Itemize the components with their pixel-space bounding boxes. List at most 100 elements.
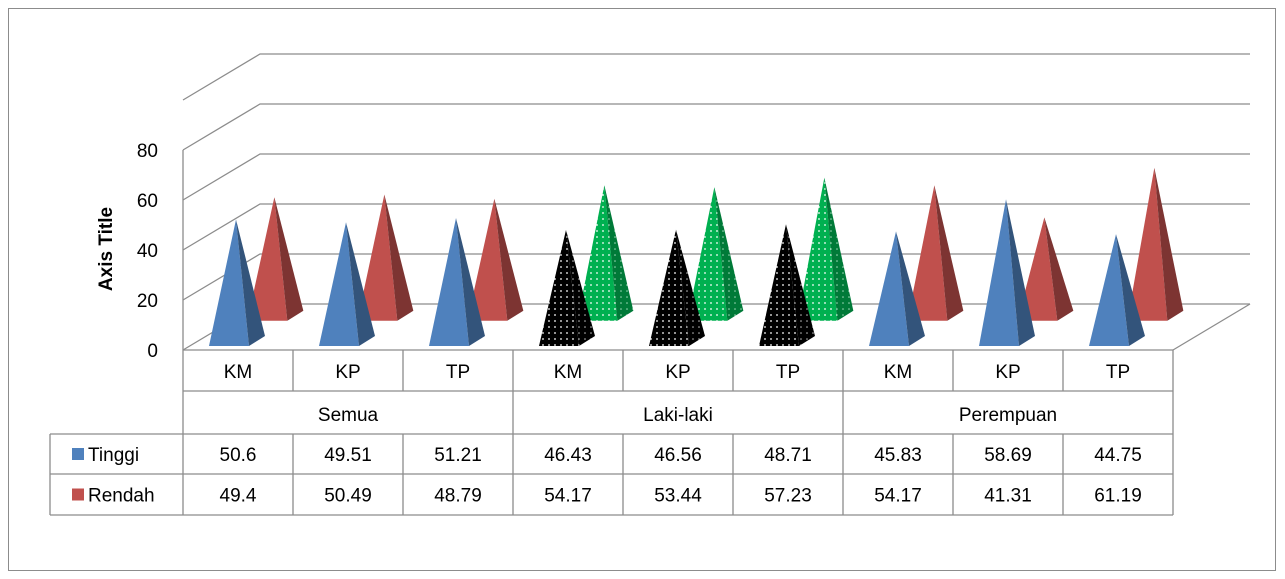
data-label: 46.56 [654,445,702,466]
pyramid-side-face [1116,234,1145,346]
group-label: Perempuan [959,405,1057,426]
floor-right-edge [1172,303,1251,351]
legend-key-rendah [72,488,84,501]
bar-rendah-3 [577,185,634,321]
pyramid-side-face [714,187,744,321]
data-label: 50.49 [324,486,372,507]
pyramid-side-face [236,219,265,346]
pyramid-side-face [824,177,854,321]
pyramid-front-face [319,222,359,346]
data-table: KM KP TP Semua KM KP TP Laki-laki KM KP TP Perempua… [49,350,1174,516]
data-label: 48.71 [764,445,812,466]
category-label: KM [554,362,583,383]
gridline [182,203,1250,251]
category-label: TP [1106,362,1130,383]
pyramid-side-face [346,222,375,346]
pyramid-front-face [1017,217,1058,321]
pyramid-side-face [566,229,595,346]
data-label: 54.17 [874,486,922,507]
gridline [182,53,1250,101]
bar-tinggi-4 [649,229,705,346]
bar-rendah-4 [687,187,744,321]
gridline [182,153,1250,201]
y-tick-label: 60 [137,191,158,212]
pyramid-side-face [274,197,304,321]
pyramid-front-face [467,198,508,321]
bar-rendah-7 [1017,217,1074,321]
data-label: 44.75 [1094,445,1142,466]
pyramid-front-face [649,229,689,346]
data-label: 54.17 [544,486,592,507]
pyramid-front-face [687,187,728,321]
legend-key-tinggi [72,448,84,460]
pyramid-front-face [357,194,398,321]
group-label: Laki-laki [643,405,713,426]
pyramid-side-face [1044,217,1074,321]
y-tick-label: 20 [137,291,158,312]
data-label: 46.43 [544,445,592,466]
category-label: KM [224,362,253,383]
bar-tinggi-6 [869,231,925,346]
pyramid-front-face [869,231,909,346]
pyramid-side-face [494,198,524,321]
pyramid-side-face [1006,199,1035,346]
data-label: 49.4 [220,486,257,507]
pyramid-front-face [797,177,838,321]
data-label: 61.19 [1094,486,1142,507]
y-tick-label: 80 [137,141,158,162]
pyramid-front-face [429,217,469,346]
bar-rendah-1 [357,194,414,321]
data-label: 50.6 [220,445,257,466]
y-axis: 0 20 40 60 80 [137,141,158,362]
bar-tinggi-8 [1089,234,1145,346]
pyramid-front-face [209,219,249,346]
data-label: 41.31 [984,486,1032,507]
pyramid-side-face [456,217,485,346]
bar-rendah-8 [1127,167,1184,321]
pyramid-side-face [786,224,815,346]
category-label: TP [776,362,800,383]
pyramid-front-face [577,185,618,321]
bar-rendah-0 [247,197,304,321]
data-label: 58.69 [984,445,1032,466]
pyramid-side-face [1154,167,1184,321]
pyramid-side-face [384,194,414,321]
data-label: 53.44 [654,486,702,507]
pyramid-side-face [896,231,925,346]
category-label: KP [335,362,360,383]
group-label: Semua [318,405,379,426]
y-axis-title: Axis Title [96,207,117,291]
data-label: 57.23 [764,486,812,507]
pyramid-front-face [979,199,1019,346]
data-label: 51.21 [434,445,482,466]
pyramid-front-face [1089,234,1129,346]
category-label: KP [665,362,690,383]
data-label: 45.83 [874,445,922,466]
data-label: 49.51 [324,445,372,466]
gridline [182,253,1250,301]
gridline [182,103,1250,151]
y-tick-label: 40 [137,241,158,262]
y-tick-label: 0 [147,341,158,362]
pyramid-side-face [934,185,964,321]
bar-tinggi-2 [429,217,485,346]
data-label: 48.79 [434,486,482,507]
bar-rendah-2 [467,198,524,321]
pyramid-side-face [604,185,634,321]
pyramid-front-face [759,224,799,346]
gridlines [182,53,1250,351]
bar-tinggi-7 [979,199,1035,346]
pyramid-front-face [907,185,948,321]
bar-tinggi-5 [759,224,815,346]
pyramid-front-face [247,197,288,321]
pyramid-front-face [539,229,579,346]
pyramid-front-face [1127,167,1168,321]
legend-label: Tinggi [88,445,139,466]
category-label: KM [884,362,913,383]
pyramid-side-face [676,229,705,346]
bar-tinggi-3 [539,229,595,346]
bar-tinggi-1 [319,222,375,346]
category-label: TP [446,362,470,383]
bar-rendah-5 [797,177,854,321]
